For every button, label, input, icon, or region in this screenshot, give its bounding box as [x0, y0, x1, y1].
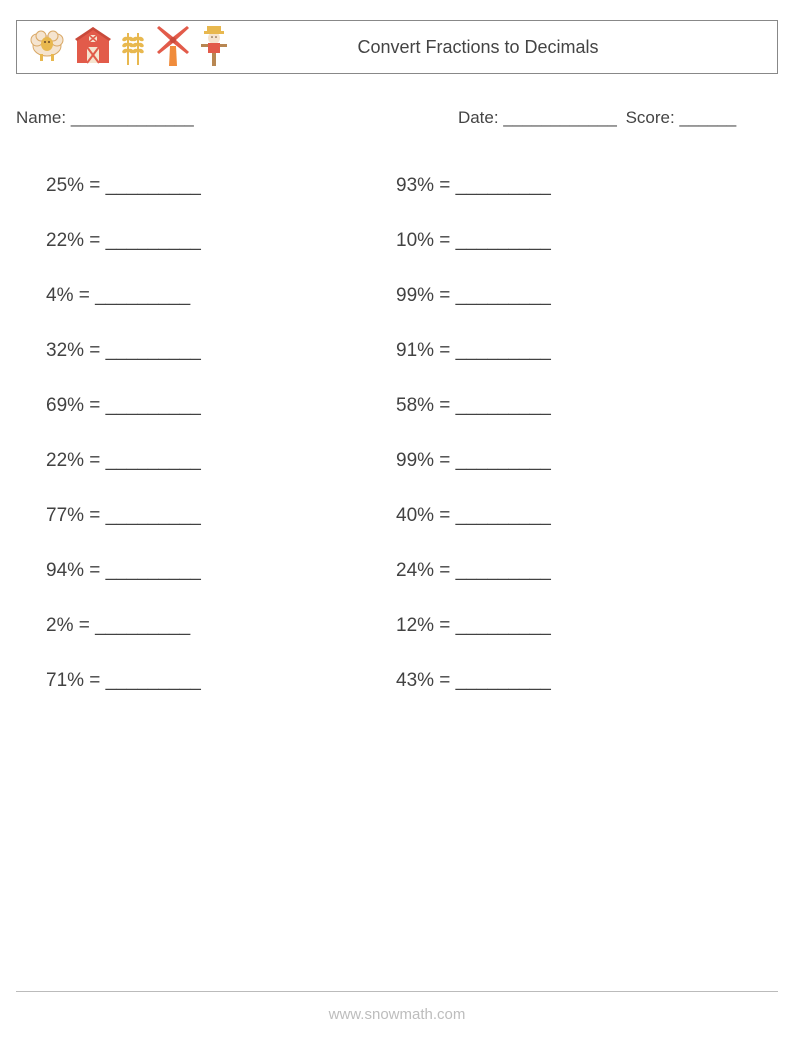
problem-item: 10% = _________: [396, 230, 746, 252]
problem-item: 32% = _________: [46, 340, 396, 362]
sheep-icon: [27, 26, 67, 69]
barn-icon: [73, 25, 113, 70]
score-label: Score:: [626, 108, 675, 127]
problem-item: 43% = _________: [396, 670, 746, 692]
name-label: Name:: [16, 108, 66, 127]
score-field: Score: ______: [626, 108, 778, 128]
problem-item: 99% = _________: [396, 450, 746, 472]
meta-row: Name: _____________ Date: ____________ S…: [16, 108, 778, 128]
problem-item: 40% = _________: [396, 505, 746, 527]
scarecrow-icon: [199, 24, 229, 71]
date-field: Date: ____________: [458, 108, 626, 128]
problem-item: 2% = _________: [46, 615, 396, 637]
page-title: Convert Fractions to Decimals: [229, 37, 727, 58]
date-label: Date:: [458, 108, 499, 127]
header-box: Convert Fractions to Decimals: [16, 20, 778, 74]
name-blank: _____________: [71, 108, 194, 127]
problem-item: 58% = _________: [396, 395, 746, 417]
problem-item: 71% = _________: [46, 670, 396, 692]
problem-item: 77% = _________: [46, 505, 396, 527]
wheat-icon: [119, 25, 147, 70]
problem-item: 12% = _________: [396, 615, 746, 637]
problem-item: 24% = _________: [396, 560, 746, 582]
problem-item: 69% = _________: [46, 395, 396, 417]
problems-grid: 25% = _________ 93% = _________ 22% = __…: [16, 158, 778, 708]
date-blank: ____________: [503, 108, 616, 127]
footer-text: www.snowmath.com: [329, 1006, 466, 1023]
problem-item: 91% = _________: [396, 340, 746, 362]
problem-item: 22% = _________: [46, 450, 396, 472]
footer: www.snowmath.com: [0, 991, 794, 1023]
score-blank: ______: [679, 108, 736, 127]
problem-item: 22% = _________: [46, 230, 396, 252]
windmill-icon: [153, 24, 193, 71]
problem-item: 94% = _________: [46, 560, 396, 582]
problem-item: 99% = _________: [396, 285, 746, 307]
footer-divider: [16, 991, 778, 992]
problem-item: 25% = _________: [46, 175, 396, 197]
problem-item: 4% = _________: [46, 285, 396, 307]
problem-item: 93% = _________: [396, 175, 746, 197]
name-field: Name: _____________: [16, 108, 458, 128]
header-icons: [27, 24, 229, 71]
